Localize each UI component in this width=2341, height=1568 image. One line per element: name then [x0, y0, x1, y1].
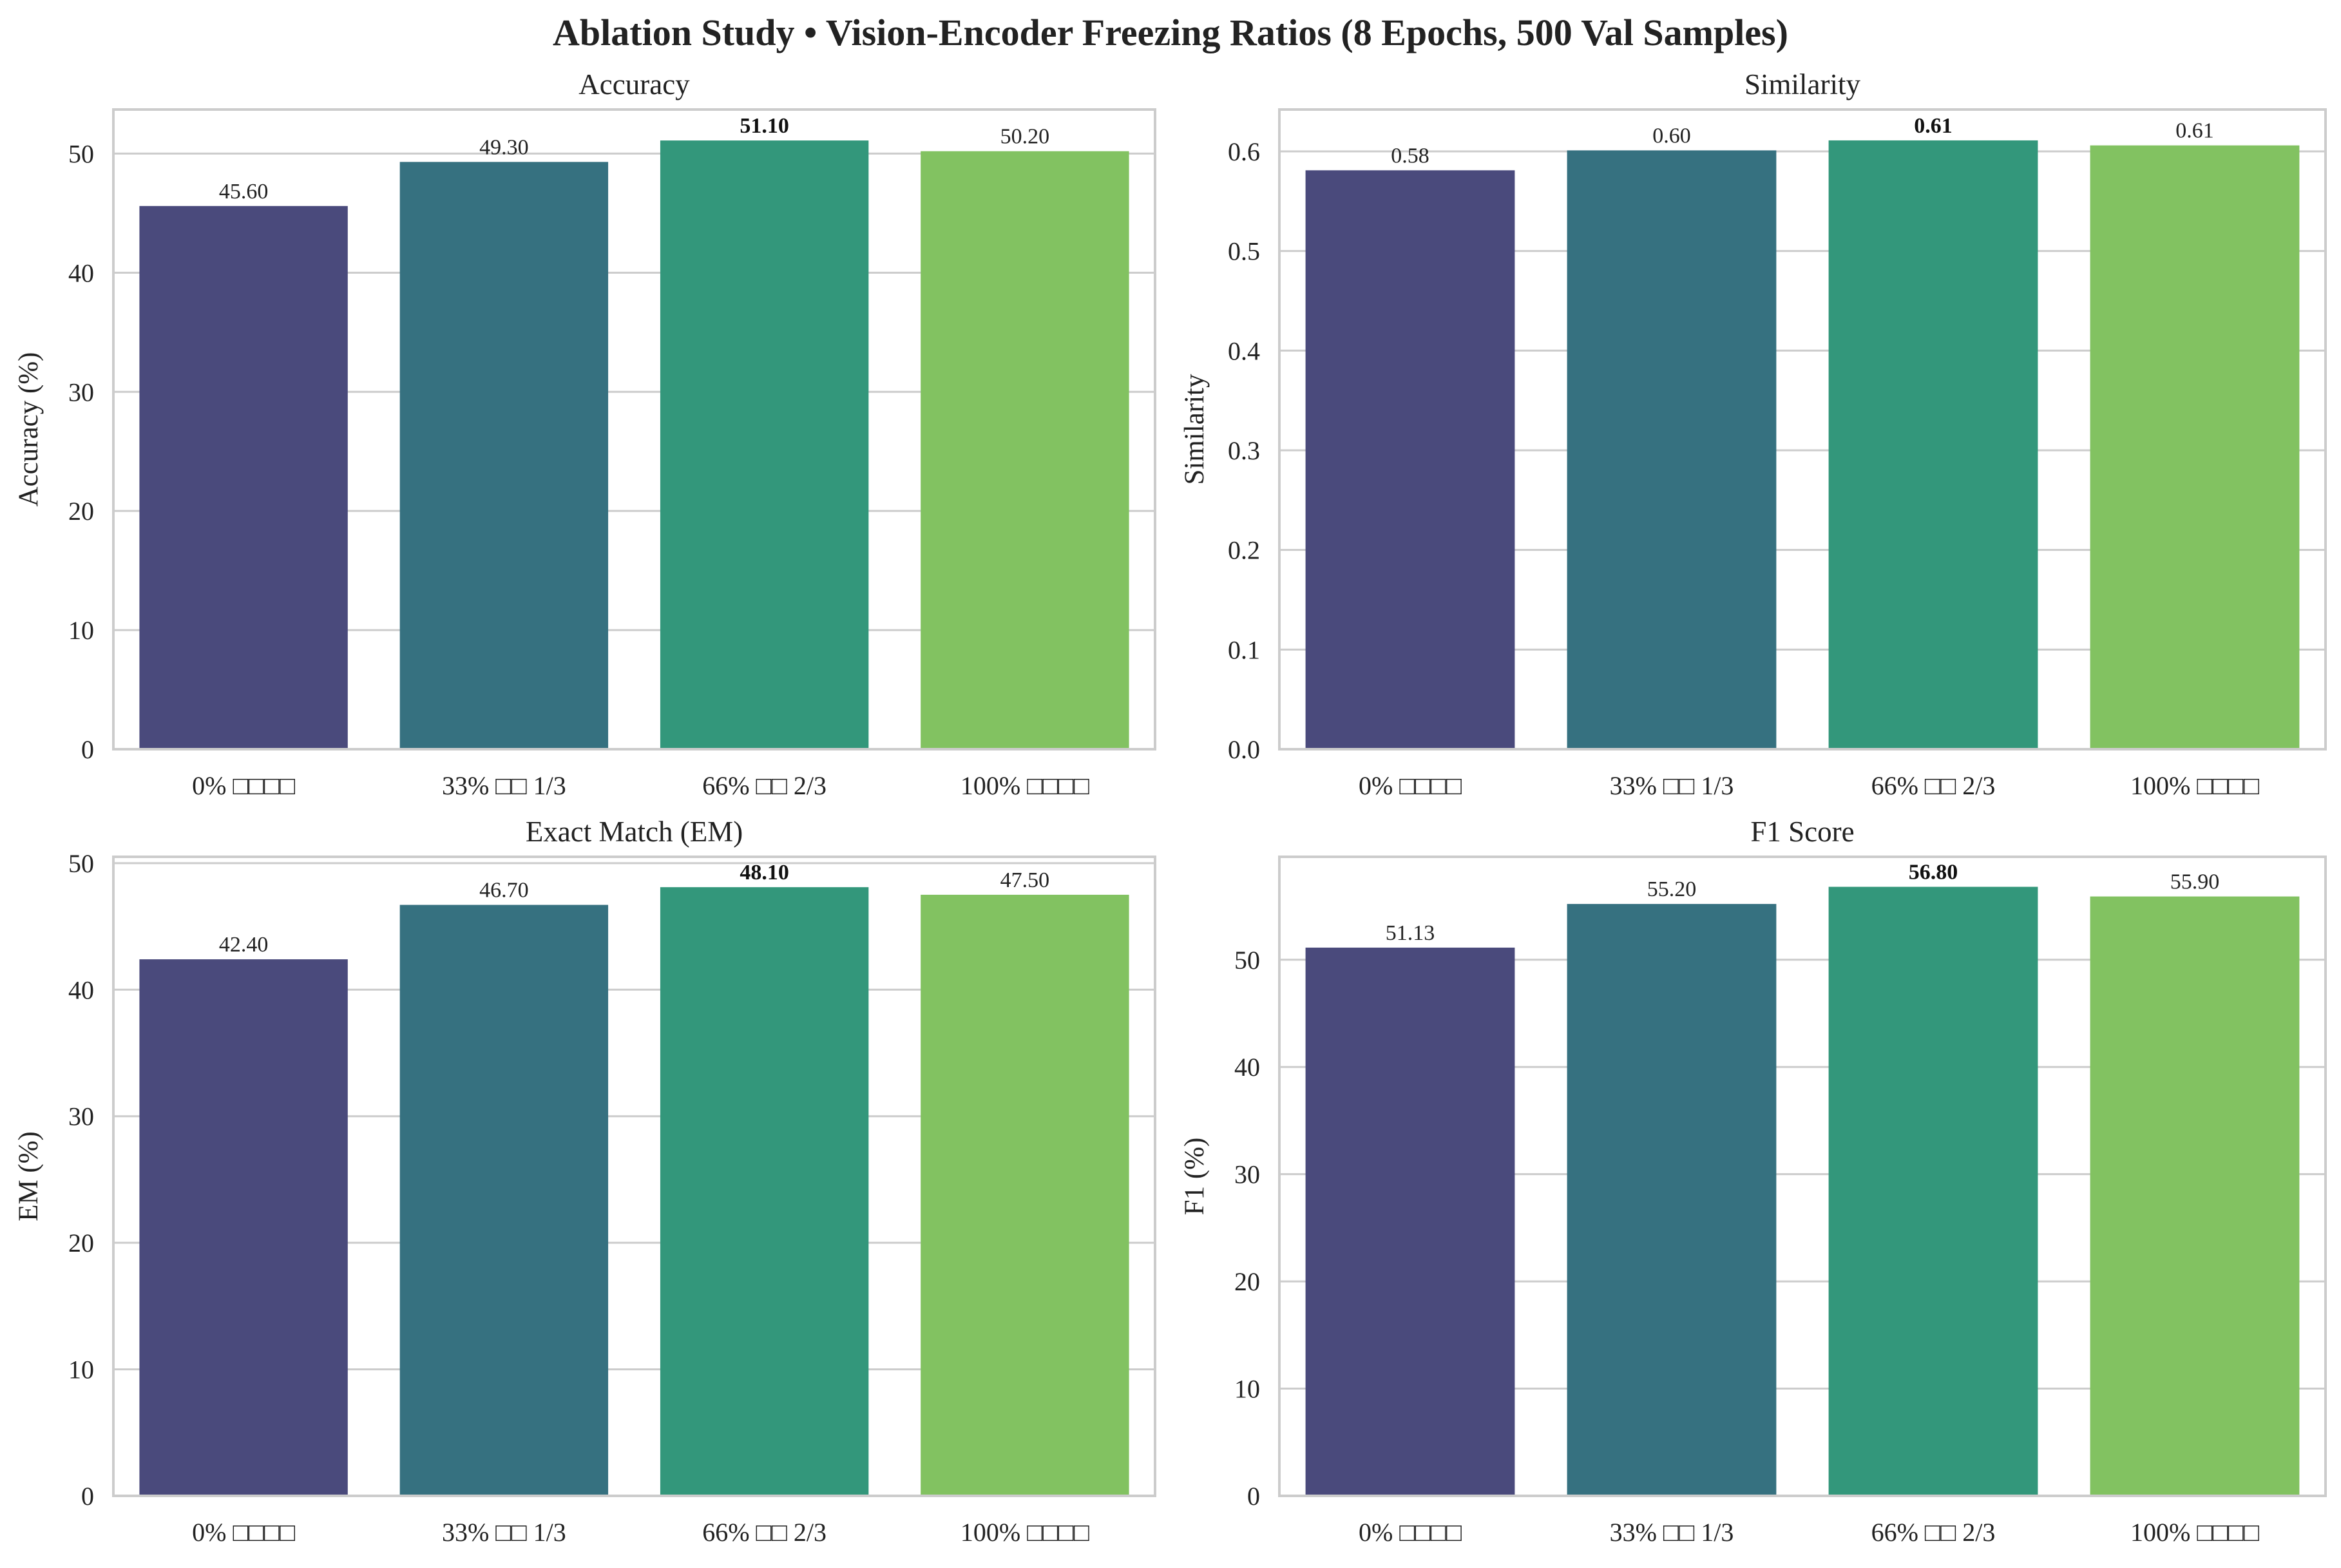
x-tick-label: 0% □□□□: [1359, 1518, 1462, 1547]
data-label: 47.50: [1000, 868, 1050, 892]
y-tick-label: 20: [68, 497, 94, 526]
data-label: 48.10: [740, 861, 789, 884]
y-tick-label: 0: [81, 1482, 94, 1511]
y-tick-label: 40: [68, 258, 94, 287]
x-tick-label: 0% □□□□: [192, 771, 295, 800]
y-tick-label: 20: [1234, 1267, 1260, 1296]
data-label: 42.40: [219, 933, 269, 957]
x-tick-label: 0% □□□□: [192, 1518, 295, 1547]
bar: [139, 959, 348, 1496]
x-tick-label: 33% □□ 1/3: [442, 1518, 566, 1547]
subplot-title: Accuracy: [578, 68, 690, 100]
y-tick-label: 10: [68, 1355, 94, 1384]
y-tick-label: 50: [1234, 946, 1260, 975]
data-label: 51.10: [740, 114, 789, 138]
y-tick-label: 10: [68, 616, 94, 645]
figure-title: Ablation Study • Vision-Encoder Freezing…: [553, 12, 1788, 53]
data-label: 55.90: [2170, 870, 2220, 894]
subplot-2: 0.0 0.1 0.2 0.3 0.4 0.5 0.6 0.58 0% □□□□ 0.60 33% …: [1180, 68, 2327, 800]
y-tick-label: 20: [68, 1229, 94, 1257]
x-tick-label: 33% □□ 1/3: [1610, 1518, 1734, 1547]
data-label: 45.60: [219, 180, 269, 204]
subplot-grid: 0 10 20 30 40 50 45.60 0% □□□□ 49.30 33% □□ 1/3 51…: [14, 68, 2327, 1547]
y-tick-label: 0.1: [1228, 635, 1260, 664]
x-tick-label: 33% □□ 1/3: [442, 771, 566, 800]
data-label: 51.13: [1386, 921, 1435, 945]
bar: [921, 151, 1129, 749]
x-tick-label: 66% □□ 2/3: [1871, 1518, 1996, 1547]
subplot-1: 0 10 20 30 40 50 45.60 0% □□□□ 49.30 33% □□ 1/3 51…: [14, 68, 1156, 800]
bar: [1828, 886, 2038, 1496]
subplot-title: Similarity: [1744, 68, 1861, 100]
data-label: 0.61: [1914, 114, 1953, 138]
subplot-4: 0 10 20 30 40 50 51.13 0% □□□□ 55.20 33% □□ 1/3 56…: [1180, 816, 2327, 1547]
y-tick-label: 30: [68, 378, 94, 406]
x-tick-label: 33% □□ 1/3: [1610, 771, 1734, 800]
y-tick-label: 40: [1234, 1053, 1260, 1082]
bar: [921, 894, 1129, 1496]
bar: [1828, 140, 2038, 749]
y-tick-label: 0.6: [1228, 137, 1260, 166]
y-tick-label: 0.5: [1228, 237, 1260, 266]
y-tick-label: 30: [1234, 1160, 1260, 1189]
subplot-title: F1 Score: [1750, 816, 1854, 848]
bar: [399, 904, 609, 1496]
y-tick-label: 0: [1247, 1482, 1260, 1511]
x-tick-label: 66% □□ 2/3: [702, 771, 827, 800]
x-tick-label: 66% □□ 2/3: [1871, 771, 1996, 800]
data-label: 56.80: [1909, 861, 1958, 884]
y-tick-label: 50: [68, 139, 94, 168]
y-axis-label: EM (%): [14, 1131, 44, 1221]
y-tick-label: 10: [1234, 1375, 1260, 1404]
y-tick-label: 0: [81, 735, 94, 764]
bar: [399, 162, 609, 749]
bar: [1567, 904, 1777, 1496]
x-tick-label: 0% □□□□: [1359, 771, 1462, 800]
x-tick-label: 66% □□ 2/3: [702, 1518, 827, 1547]
data-label: 49.30: [479, 135, 529, 159]
bar: [2090, 145, 2300, 749]
data-label: 50.20: [1000, 125, 1050, 149]
x-tick-label: 100% □□□□: [2130, 771, 2259, 800]
bar: [139, 206, 348, 750]
y-tick-label: 40: [68, 975, 94, 1004]
y-tick-label: 0.3: [1228, 436, 1260, 465]
y-tick-label: 0.2: [1228, 536, 1260, 565]
data-label: 55.20: [1647, 877, 1697, 901]
data-label: 0.61: [2175, 119, 2214, 143]
y-tick-label: 0.4: [1228, 336, 1260, 365]
bar: [1305, 170, 1515, 749]
x-tick-label: 100% □□□□: [960, 771, 1089, 800]
y-tick-label: 30: [68, 1102, 94, 1131]
axes-frame: [112, 108, 1156, 751]
y-tick-label: 50: [68, 849, 94, 878]
subplot-3: 0 10 20 30 40 50 42.40 0% □□□□ 46.70 33% □□ 1/3 48…: [14, 816, 1156, 1547]
axes-frame: [1278, 108, 2327, 751]
y-tick-label: 0.0: [1228, 735, 1260, 764]
axes-frame: [1278, 856, 2327, 1497]
bar: [1305, 947, 1515, 1496]
data-label: 0.58: [1391, 144, 1429, 167]
axes-frame: [112, 856, 1156, 1497]
bar: [660, 140, 869, 749]
data-label: 46.70: [479, 879, 529, 903]
bar: [2090, 896, 2300, 1496]
x-tick-label: 100% □□□□: [2130, 1518, 2259, 1547]
y-axis-label: Accuracy (%): [14, 352, 44, 507]
y-axis-label: F1 (%): [1180, 1138, 1210, 1216]
bar: [1567, 150, 1777, 749]
y-axis-label: Similarity: [1180, 374, 1210, 485]
x-tick-label: 100% □□□□: [960, 1518, 1089, 1547]
data-label: 0.60: [1652, 124, 1691, 148]
bar: [660, 887, 869, 1496]
subplot-title: Exact Match (EM): [526, 816, 743, 848]
